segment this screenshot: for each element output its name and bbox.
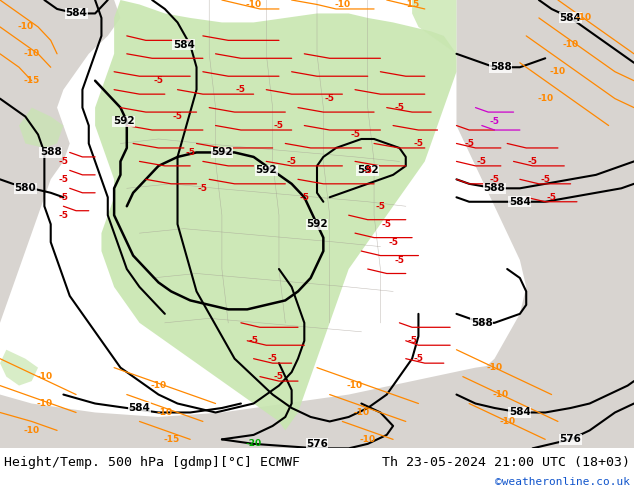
Text: -15: -15 xyxy=(404,0,420,9)
Text: -5: -5 xyxy=(287,157,297,166)
Text: -15: -15 xyxy=(23,76,40,85)
Text: -5: -5 xyxy=(325,94,335,103)
Text: -10: -10 xyxy=(36,372,53,381)
Polygon shape xyxy=(0,350,38,386)
Text: -10: -10 xyxy=(23,426,40,435)
Text: 580: 580 xyxy=(15,183,36,194)
Text: -5: -5 xyxy=(489,175,500,184)
Text: -5: -5 xyxy=(153,76,164,85)
Text: 588: 588 xyxy=(490,62,512,72)
Text: -5: -5 xyxy=(407,336,417,345)
Text: -5: -5 xyxy=(375,202,385,211)
Text: -5: -5 xyxy=(185,148,195,157)
Text: -5: -5 xyxy=(489,117,500,125)
Text: 592: 592 xyxy=(357,165,378,175)
Text: -5: -5 xyxy=(172,112,183,121)
Text: -10: -10 xyxy=(17,23,34,31)
Text: -10: -10 xyxy=(334,0,351,9)
Text: 588: 588 xyxy=(484,183,505,194)
Text: -10: -10 xyxy=(353,408,370,417)
Polygon shape xyxy=(456,0,634,448)
Text: 584: 584 xyxy=(509,197,531,207)
Text: -5: -5 xyxy=(527,157,538,166)
Text: -10: -10 xyxy=(493,390,509,399)
Text: -5: -5 xyxy=(394,256,404,265)
Text: -10: -10 xyxy=(562,40,579,49)
Text: -15: -15 xyxy=(163,435,179,444)
Text: Height/Temp. 500 hPa [gdmp][°C] ECMWF: Height/Temp. 500 hPa [gdmp][°C] ECMWF xyxy=(4,456,300,469)
Polygon shape xyxy=(0,350,634,448)
Polygon shape xyxy=(0,0,120,323)
Text: -5: -5 xyxy=(58,211,68,220)
Text: -10: -10 xyxy=(575,13,592,23)
Text: 584: 584 xyxy=(560,13,581,23)
Text: -10: -10 xyxy=(157,408,173,417)
Text: 592: 592 xyxy=(113,116,134,126)
Text: -5: -5 xyxy=(268,354,278,363)
Text: -10: -10 xyxy=(36,399,53,408)
Text: 592: 592 xyxy=(306,219,328,229)
Text: -10: -10 xyxy=(245,0,262,9)
Polygon shape xyxy=(95,0,456,430)
Text: -10: -10 xyxy=(499,417,515,426)
Text: -5: -5 xyxy=(464,139,474,148)
Text: 584: 584 xyxy=(509,408,531,417)
Text: ©weatheronline.co.uk: ©weatheronline.co.uk xyxy=(495,477,630,487)
Text: -5: -5 xyxy=(299,193,309,202)
Text: -5: -5 xyxy=(58,157,68,166)
Text: 592: 592 xyxy=(256,165,277,175)
Text: 584: 584 xyxy=(65,8,87,19)
Text: -5: -5 xyxy=(540,175,550,184)
Text: -5: -5 xyxy=(547,193,557,202)
Text: 588: 588 xyxy=(471,318,493,328)
Text: -5: -5 xyxy=(413,139,424,148)
Text: -5: -5 xyxy=(477,157,487,166)
Text: -5: -5 xyxy=(363,166,373,175)
Text: -10: -10 xyxy=(359,435,376,444)
Text: -5: -5 xyxy=(350,130,360,139)
Text: 584: 584 xyxy=(129,403,150,413)
Text: -20: -20 xyxy=(245,440,262,448)
Text: -5: -5 xyxy=(274,121,284,130)
Text: -5: -5 xyxy=(58,193,68,202)
Text: -10: -10 xyxy=(150,381,167,390)
Text: -10: -10 xyxy=(537,94,553,103)
Text: -10: -10 xyxy=(550,67,566,76)
Text: 576: 576 xyxy=(560,434,581,444)
Text: -5: -5 xyxy=(382,220,392,229)
Text: -5: -5 xyxy=(58,175,68,184)
Text: -5: -5 xyxy=(249,336,259,345)
Text: -10: -10 xyxy=(347,381,363,390)
Text: -5: -5 xyxy=(274,372,284,381)
Text: -5: -5 xyxy=(236,85,246,94)
Text: 576: 576 xyxy=(306,439,328,449)
Polygon shape xyxy=(412,0,456,54)
Text: -10: -10 xyxy=(486,363,503,372)
Text: -10: -10 xyxy=(23,49,40,58)
Text: -5: -5 xyxy=(388,238,398,246)
Text: 584: 584 xyxy=(173,40,195,50)
Text: -5: -5 xyxy=(198,184,208,193)
Text: 588: 588 xyxy=(40,147,61,157)
Polygon shape xyxy=(19,108,63,148)
Text: -5: -5 xyxy=(394,103,404,112)
Text: -5: -5 xyxy=(413,354,424,363)
Text: 592: 592 xyxy=(211,147,233,157)
Text: Th 23-05-2024 21:00 UTC (18+03): Th 23-05-2024 21:00 UTC (18+03) xyxy=(382,456,630,469)
